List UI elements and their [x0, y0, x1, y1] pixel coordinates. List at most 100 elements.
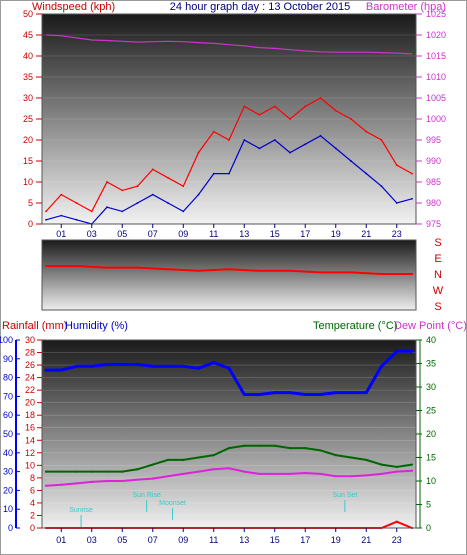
- humidity-tick-label: 60: [3, 410, 13, 420]
- temperature-point: [90, 470, 93, 473]
- humidity-tick-label: 80: [3, 373, 13, 383]
- temperature-point: [136, 468, 139, 471]
- event-label: Sun Set: [332, 492, 357, 499]
- windspeed-tick-label: 35: [23, 72, 33, 82]
- hour-tick-label: 05: [117, 229, 127, 239]
- barometer-tick-label: 990: [426, 156, 441, 166]
- windspeed-point: [411, 172, 413, 175]
- wind-average-point: [136, 202, 139, 204]
- humidity-point: [364, 391, 368, 395]
- temperature-tick-label: 5: [426, 500, 431, 510]
- direction-series: [44, 264, 414, 276]
- humidity-point: [59, 368, 63, 372]
- dewpoint-point: [227, 467, 231, 470]
- wind-direction-point: [44, 264, 48, 268]
- wind-average-point: [121, 210, 124, 213]
- humidity-point: [227, 366, 231, 370]
- wind-average-point: [182, 210, 185, 213]
- windspeed-point: [136, 185, 139, 188]
- wind-panel-background: [42, 14, 416, 224]
- windspeed-point: [182, 185, 185, 188]
- hour-tick-label: 19: [331, 229, 341, 239]
- dewpoint-axis-title: Dew Point (°C): [394, 320, 467, 332]
- rainfall-tick-label: 10: [25, 460, 35, 470]
- humidity-point: [136, 363, 139, 366]
- dewpoint-point: [288, 472, 292, 476]
- temperature-tick-label: 0: [426, 523, 431, 533]
- windspeed-point: [106, 181, 108, 183]
- humidity-point: [166, 364, 170, 368]
- humidity-tick-label: 0: [8, 523, 13, 533]
- windspeed-tick-label: 30: [23, 93, 33, 103]
- dewpoint-point: [121, 479, 124, 483]
- temperature-point: [212, 454, 215, 457]
- hour-tick-label: 03: [87, 535, 97, 545]
- rainfall-tick-label: 12: [25, 448, 35, 458]
- humidity-point: [380, 364, 383, 368]
- hour-tick-label: 11: [209, 229, 218, 239]
- windspeed-point: [197, 151, 200, 154]
- hour-tick-label: 19: [331, 535, 341, 545]
- rainfall-tick-label: 24: [25, 373, 35, 383]
- direction-label: S: [434, 237, 441, 249]
- windspeed-tick-label: 40: [23, 51, 33, 61]
- temperature-tick-label: 10: [426, 476, 436, 486]
- direction-label: W: [433, 285, 444, 297]
- barometer-tick-label: 1000: [426, 114, 446, 124]
- wind-average-point: [365, 172, 368, 175]
- windspeed-tick-label: 5: [28, 198, 33, 208]
- windspeed-point: [90, 210, 93, 213]
- wind-direction-point: [75, 264, 78, 268]
- rainfall-tick-label: 2: [30, 510, 35, 520]
- wind-average-point: [380, 185, 383, 188]
- rainfall-tick-label: 30: [25, 335, 35, 345]
- direction-panel-background: [42, 240, 416, 310]
- barometer-tick-label: 985: [426, 177, 441, 187]
- temperature-axis: 0 5 10 15 20 25 30 35 40: [416, 335, 436, 533]
- rainfall-point: [395, 520, 398, 523]
- wind-average-point: [212, 172, 215, 175]
- dewpoint-point: [136, 478, 139, 481]
- windspeed-point: [167, 176, 169, 179]
- temperature-point: [60, 470, 63, 473]
- wind-average-point: [411, 197, 413, 200]
- dewpoint-point: [395, 470, 398, 473]
- humidity-point: [319, 393, 322, 396]
- humidity-axis-title: Humidity (%): [65, 320, 128, 332]
- humidity-point: [105, 363, 109, 366]
- barometer-tick-label: 1025: [426, 9, 446, 19]
- event-label: Sun Rise: [132, 492, 161, 499]
- humidity-point: [151, 364, 155, 368]
- windspeed-point: [380, 139, 383, 141]
- windspeed-axis-title: Windspeed (kph): [32, 1, 115, 13]
- windspeed-tick-label: 0: [28, 219, 33, 229]
- rainfall-tick-label: 16: [25, 423, 35, 433]
- wind-direction-point: [136, 266, 139, 269]
- wind-average-point: [304, 143, 307, 146]
- windspeed-axis: 0 5 10 15 20 25 30 35 40 45 50: [23, 9, 42, 229]
- windspeed-point: [395, 164, 398, 167]
- dewpoint-point: [304, 471, 307, 475]
- temperature-tick-label: 15: [426, 453, 436, 463]
- humidity-point: [197, 366, 200, 370]
- wind-direction-point: [258, 269, 261, 272]
- wind-direction-point: [410, 272, 414, 276]
- rainfall-tick-label: 6: [30, 485, 35, 495]
- direction-label: E: [434, 253, 441, 265]
- hour-tick-label: 21: [361, 535, 371, 545]
- temperature-point: [395, 465, 398, 468]
- windspeed-tick-label: 20: [23, 135, 33, 145]
- rainfall-tick-label: 14: [25, 435, 35, 445]
- temperature-point: [44, 470, 48, 473]
- windspeed-point: [228, 139, 230, 141]
- dewpoint-point: [212, 468, 215, 471]
- hour-tick-label: 13: [239, 535, 249, 545]
- humidity-tick-label: 70: [3, 391, 13, 401]
- temperature-point: [319, 449, 322, 452]
- dewpoint-point: [349, 475, 353, 478]
- windspeed-point: [60, 193, 63, 196]
- dewpoint-point: [75, 482, 78, 485]
- hour-tick-label: 09: [178, 535, 188, 545]
